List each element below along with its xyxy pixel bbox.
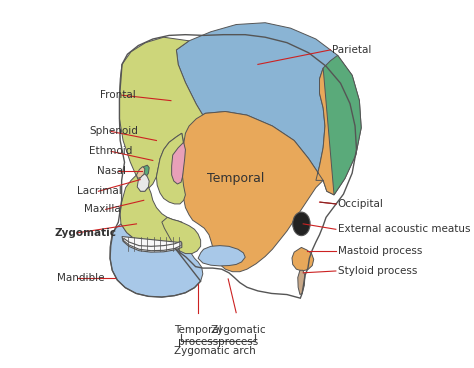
Ellipse shape <box>293 212 310 236</box>
Text: Lacrimal: Lacrimal <box>77 186 121 196</box>
Polygon shape <box>316 55 361 195</box>
Text: Zygomatic
process: Zygomatic process <box>210 325 266 347</box>
Polygon shape <box>182 68 334 272</box>
Polygon shape <box>120 175 183 245</box>
Polygon shape <box>172 142 185 184</box>
Polygon shape <box>198 245 245 266</box>
Text: Maxilla: Maxilla <box>84 204 121 215</box>
Polygon shape <box>110 224 203 297</box>
Text: Ethmoid: Ethmoid <box>90 146 133 156</box>
Text: Parietal: Parietal <box>332 45 372 55</box>
Text: Temporal
process: Temporal process <box>174 325 222 347</box>
Polygon shape <box>176 23 361 195</box>
Text: Zygomatic: Zygomatic <box>55 228 117 238</box>
Polygon shape <box>292 247 314 271</box>
Polygon shape <box>122 237 182 252</box>
Text: Mastoid process: Mastoid process <box>337 246 422 256</box>
Polygon shape <box>119 37 207 190</box>
Polygon shape <box>139 165 149 178</box>
Polygon shape <box>137 167 145 178</box>
Polygon shape <box>162 217 201 254</box>
Text: Styloid process: Styloid process <box>337 266 417 276</box>
Text: Nasal: Nasal <box>97 166 126 176</box>
Text: Mandible: Mandible <box>57 273 104 283</box>
Polygon shape <box>298 270 305 294</box>
Text: Frontal: Frontal <box>100 90 136 100</box>
Text: Temporal: Temporal <box>208 172 265 185</box>
Text: External acoustic meatus: External acoustic meatus <box>337 224 470 234</box>
Text: Zygomatic arch: Zygomatic arch <box>173 346 255 357</box>
Text: Sphenoid: Sphenoid <box>90 127 138 137</box>
Polygon shape <box>137 174 149 191</box>
Polygon shape <box>156 133 185 204</box>
Polygon shape <box>123 238 181 251</box>
Text: Occipital: Occipital <box>337 199 383 209</box>
